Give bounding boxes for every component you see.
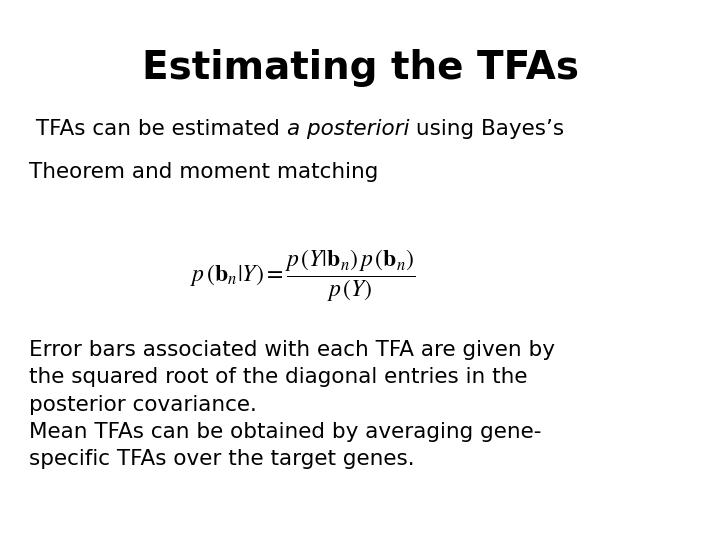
- Text: Estimating the TFAs: Estimating the TFAs: [142, 49, 578, 86]
- Text: a posteriori: a posteriori: [287, 119, 409, 139]
- Text: using Bayes’s: using Bayes’s: [409, 119, 564, 139]
- Text: Error bars associated with each TFA are given by
the squared root of the diagona: Error bars associated with each TFA are …: [29, 340, 555, 469]
- Text: $p\,(\mathbf{b}_n|Y) = \dfrac{p\,(Y|\mathbf{b}_n)\,p\,(\mathbf{b}_n)}{p\,(Y)}$: $p\,(\mathbf{b}_n|Y) = \dfrac{p\,(Y|\mat…: [189, 248, 415, 304]
- Text: Theorem and moment matching: Theorem and moment matching: [29, 162, 378, 182]
- Text: TFAs can be estimated: TFAs can be estimated: [29, 119, 287, 139]
